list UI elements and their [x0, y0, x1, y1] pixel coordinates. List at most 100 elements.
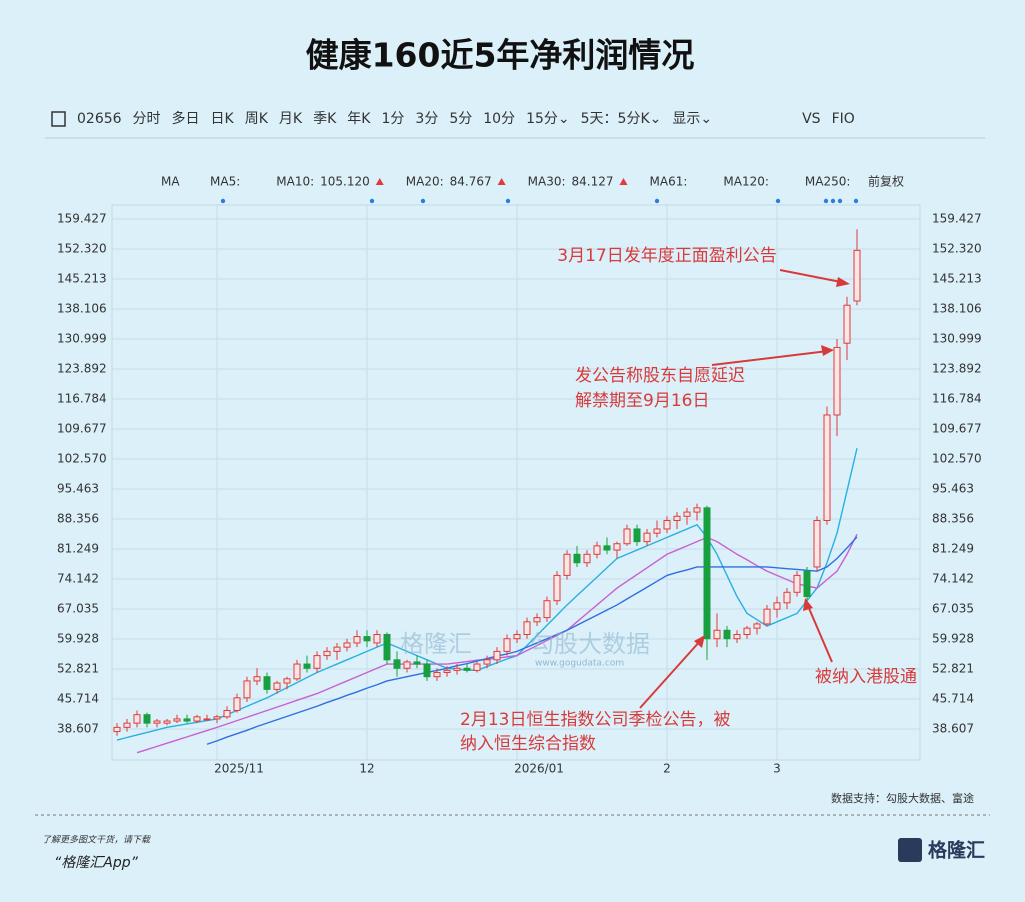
- candle-body: [333, 646, 341, 652]
- candle-body: [413, 661, 421, 665]
- y-tick-label: 145.213: [57, 271, 107, 285]
- candle-body: [303, 663, 311, 669]
- candle-body: [373, 633, 381, 644]
- toolbar-item[interactable]: 15分⌄: [526, 111, 570, 127]
- candle-body: [113, 726, 121, 733]
- legend-label: MA61:: [650, 175, 688, 189]
- y-tick-label: 138.106: [57, 301, 107, 315]
- toolbar-item[interactable]: 3分: [415, 111, 438, 127]
- toolbar-item[interactable]: 季K: [313, 111, 337, 127]
- candle-body: [323, 650, 331, 657]
- ma-button[interactable]: MA: [161, 175, 180, 189]
- candle-body: [513, 633, 521, 640]
- candle-body: [853, 249, 861, 302]
- legend-value: 84.127: [572, 175, 614, 189]
- candle-body: [143, 714, 151, 724]
- ma-line: [206, 536, 858, 745]
- candle-body: [783, 591, 791, 604]
- candle-body: [223, 709, 231, 718]
- candle-body: [233, 697, 241, 711]
- toolbar-item[interactable]: 02656: [77, 111, 122, 127]
- toolbar-item[interactable]: FIO: [832, 111, 855, 127]
- y-tick-label: 152.320: [57, 241, 107, 255]
- toolbar-item[interactable]: VS: [802, 111, 821, 127]
- candle-body: [293, 663, 301, 680]
- candle-body: [633, 528, 641, 543]
- candle-body: [713, 629, 721, 640]
- y-tick-label-right: 102.570: [932, 452, 982, 466]
- x-tick-label: 2026/01: [514, 762, 564, 776]
- candle-body: [623, 528, 631, 545]
- candle-body: [393, 659, 401, 669]
- logo-icon: [898, 838, 922, 862]
- y-tick-label-right: 38.607: [932, 722, 974, 736]
- candle-body: [553, 574, 561, 602]
- y-tick-label: 45.714: [57, 692, 99, 706]
- candle-body: [543, 600, 551, 619]
- adjust-button[interactable]: 前复权: [868, 174, 904, 189]
- y-tick-label: 88.356: [57, 512, 99, 526]
- toolbar-item[interactable]: 1分: [381, 111, 404, 127]
- candle-body: [693, 507, 701, 513]
- candle-body: [343, 642, 351, 648]
- candle-body: [773, 602, 781, 610]
- toolbar-item[interactable]: 日K: [211, 111, 235, 127]
- legend-label: MA10:: [276, 175, 314, 189]
- candle-body: [663, 520, 671, 530]
- candle-body: [593, 545, 601, 555]
- candle-body: [203, 718, 211, 721]
- candle-body: [153, 720, 161, 724]
- legend-label: MA120:: [723, 175, 769, 189]
- y-tick-label: 130.999: [57, 331, 107, 345]
- toolbar-item[interactable]: 显示⌄: [672, 111, 712, 127]
- candle-body: [263, 676, 271, 690]
- toolbar-item[interactable]: 5分: [449, 111, 472, 127]
- candle-body: [493, 650, 501, 661]
- candle-body: [173, 718, 181, 722]
- y-tick-label: 38.607: [57, 722, 99, 736]
- y-tick-label-right: 130.999: [932, 331, 982, 345]
- candle-body: [733, 633, 741, 640]
- y-tick-label: 123.892: [57, 361, 107, 375]
- toolbar-item[interactable]: 年K: [347, 111, 371, 127]
- toolbar-item[interactable]: 月K: [279, 111, 303, 127]
- candle-body: [813, 520, 821, 568]
- y-tick-label: 102.570: [57, 452, 107, 466]
- candle-body: [573, 553, 581, 564]
- watermark: 勾股大数据: [530, 630, 650, 658]
- candle-body: [463, 667, 471, 671]
- x-tick-label: 2025/11: [214, 762, 264, 776]
- x-tick-label: 12: [359, 762, 374, 776]
- toolbar-item[interactable]: 分时: [133, 111, 161, 127]
- toolbar-item[interactable]: 周K: [245, 111, 269, 127]
- candle-body: [123, 722, 131, 728]
- legend-value: 84.767: [450, 175, 492, 189]
- legend-label: MA250:: [805, 175, 851, 189]
- legend-label: MA20:: [406, 175, 444, 189]
- annotation: 3月17日发年度正面盈利公告: [557, 246, 776, 266]
- y-tick-label: 74.142: [57, 572, 99, 586]
- candle-body: [483, 659, 491, 665]
- y-tick-label: 116.784: [57, 392, 107, 406]
- toolbar-item[interactable]: 5天：5分K⌄: [581, 111, 662, 127]
- source: 数据支持：勾股大数据、富途: [831, 791, 974, 805]
- legend-arrow: [619, 178, 628, 185]
- y-tick-label-right: 52.821: [932, 662, 974, 676]
- candle-body: [673, 515, 681, 522]
- sidebar-icon[interactable]: [51, 111, 66, 127]
- y-tick-label: 95.463: [57, 482, 99, 496]
- candle-body: [523, 621, 531, 635]
- y-tick-label-right: 45.714: [932, 692, 974, 706]
- y-tick-label-right: 88.356: [932, 512, 974, 526]
- candle-body: [423, 663, 431, 678]
- toolbar-item[interactable]: 10分: [483, 111, 515, 127]
- candle-body: [653, 528, 661, 534]
- candle-body: [753, 623, 761, 629]
- candle-body: [403, 661, 411, 669]
- candle-body: [683, 511, 691, 517]
- chart-title: 健康160近5年净利润情况: [306, 36, 695, 75]
- y-tick-label-right: 67.035: [932, 602, 974, 616]
- toolbar-item[interactable]: 多日: [172, 110, 200, 127]
